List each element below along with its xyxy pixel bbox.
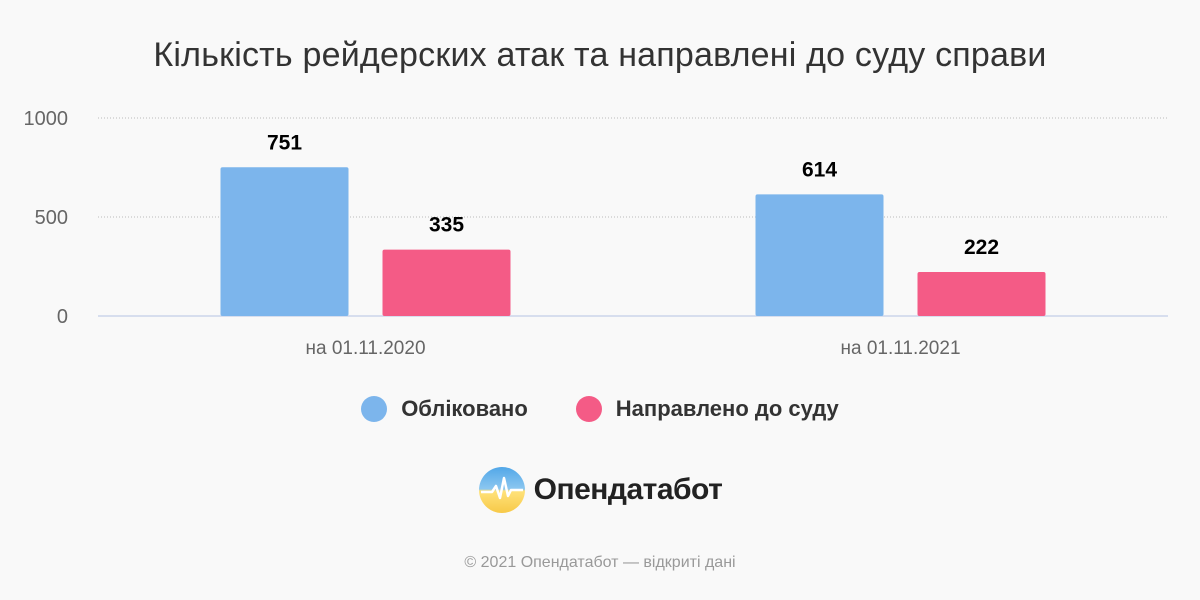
- y-tick-label: 1000: [24, 108, 69, 130]
- y-tick-label: 500: [35, 207, 68, 229]
- footer-copyright: © 2021 Опендатабот — відкриті дані: [464, 554, 736, 571]
- legend-item-court[interactable]: Направлено до суду: [575, 396, 839, 422]
- legend-dot-icon: [361, 396, 388, 422]
- brand-logo: Опендатабот: [0, 466, 1200, 514]
- y-tick-label: 0: [57, 306, 68, 328]
- data-label: 335: [429, 214, 464, 237]
- legend-label: Направлено до суду: [615, 396, 839, 421]
- data-label: 751: [267, 131, 302, 154]
- y-axis-ticks: 0 500 1000: [24, 108, 69, 328]
- data-label: 614: [802, 158, 837, 181]
- x-tick-label: на 01.11.2021: [840, 338, 960, 359]
- legend-label: Обліковано: [401, 396, 528, 421]
- legend-dot-icon: [575, 396, 602, 422]
- bar: [382, 249, 511, 316]
- bar: [755, 194, 884, 316]
- legend-item-registered[interactable]: Обліковано: [361, 396, 528, 422]
- bars: [220, 167, 1046, 316]
- x-axis-ticks: на 01.11.2020 на 01.11.2021: [305, 338, 960, 359]
- opendatabot-logo-icon: [478, 467, 525, 513]
- legend: Обліковано Направлено до суду: [0, 396, 1200, 422]
- data-label: 222: [964, 236, 999, 259]
- logo-text: Опендатабот: [533, 473, 723, 506]
- bar: [917, 272, 1046, 316]
- bar: [220, 167, 349, 316]
- data-labels: 751 335 614 222: [267, 131, 999, 259]
- chart-title: Кількість рейдерских атак та направлені …: [153, 36, 1047, 74]
- x-tick-label: на 01.11.2020: [305, 338, 425, 359]
